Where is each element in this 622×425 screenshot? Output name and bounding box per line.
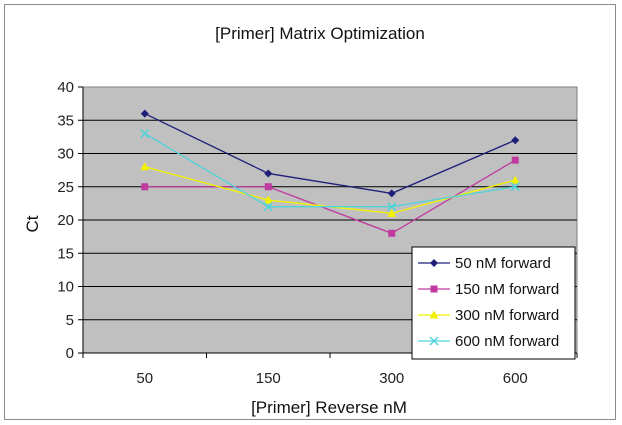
marker-stroke	[429, 336, 439, 346]
data-point	[387, 202, 397, 212]
y-tick-label: 25	[57, 179, 74, 196]
y-tick-label: 30	[57, 146, 74, 163]
y-tick-label: 0	[66, 345, 74, 362]
y-axis-title: Ct	[23, 215, 42, 232]
data-point	[387, 208, 397, 217]
chart-title: [Primer] Matrix Optimization	[215, 24, 425, 43]
legend-label: 600 nM forward	[455, 333, 559, 350]
data-point	[511, 136, 520, 145]
x-axis-title: [Primer] Reverse nM	[251, 398, 407, 417]
legend-item: 300 nM forward	[418, 307, 559, 324]
data-point	[263, 195, 273, 204]
data-point	[263, 202, 273, 212]
data-point	[511, 156, 519, 164]
y-tick-label: 5	[66, 312, 74, 329]
series-line	[144, 113, 516, 195]
y-tick-label: 40	[57, 79, 74, 96]
data-point	[510, 182, 520, 192]
legend-marker	[430, 259, 438, 267]
y-tick-label: 35	[57, 112, 74, 129]
legend-marker	[430, 285, 438, 293]
legend-label: 300 nM forward	[455, 307, 559, 324]
line-chart: [Primer] Matrix Optimization 0 5 10 15 20 25 3…	[23, 24, 578, 417]
data-point	[510, 175, 520, 184]
legend-box	[411, 246, 576, 360]
legend-marker	[429, 310, 439, 319]
marker-stroke	[263, 202, 273, 212]
x-tick-label: 50	[136, 370, 153, 387]
data-point	[140, 129, 150, 139]
y-tick-label: 15	[57, 245, 74, 262]
legend-label: 50 nM forward	[455, 255, 551, 272]
legend-marker	[429, 336, 439, 346]
marker-stroke	[140, 129, 150, 139]
series-4	[140, 129, 520, 212]
y-tick-label: 20	[57, 212, 74, 229]
data-point	[141, 183, 149, 191]
data-point	[264, 169, 273, 178]
marker-stroke	[510, 182, 520, 192]
x-tick-label: 150	[256, 370, 281, 387]
x-tick-label: 600	[503, 370, 528, 387]
chart-frame: [Primer] Matrix Optimization 0 5 10 15 20 25 3…	[4, 4, 616, 420]
data-point	[387, 189, 396, 198]
data-point	[140, 162, 150, 171]
series-line	[144, 132, 516, 208]
series-1	[140, 109, 520, 198]
y-tick-label: 10	[57, 279, 74, 296]
data-point	[264, 183, 272, 191]
legend-item: 50 nM forward	[418, 255, 551, 272]
legend-label: 150 nM forward	[455, 281, 559, 298]
legend: 50 nM forward 150 nM forward 300 nM forwar…	[411, 246, 576, 360]
legend-item: 150 nM forward	[418, 281, 559, 298]
legend-item: 600 nM forward	[418, 333, 559, 350]
marker-stroke	[387, 202, 397, 212]
data-point	[140, 109, 149, 118]
x-tick-label: 300	[379, 370, 404, 387]
data-point	[388, 229, 396, 237]
